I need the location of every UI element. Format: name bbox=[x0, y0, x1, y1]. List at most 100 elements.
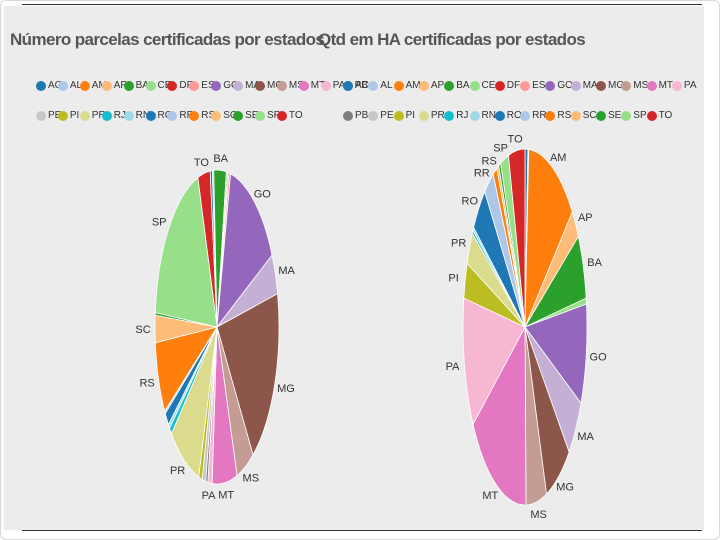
legend-label: SP bbox=[267, 110, 281, 121]
legend-item-am[interactable]: AM bbox=[393, 80, 421, 91]
legend-item-ro[interactable]: RO bbox=[494, 110, 522, 121]
legend-label: AL bbox=[69, 80, 83, 91]
legend-swatch bbox=[368, 110, 379, 121]
legend-item-pr[interactable]: PR bbox=[79, 110, 106, 121]
legend-item-ac[interactable]: AC bbox=[36, 80, 62, 91]
legend-item-sp[interactable]: SP bbox=[621, 110, 647, 121]
legend-item-ba[interactable]: BA bbox=[123, 80, 149, 91]
pie-slice-go[interactable] bbox=[524, 303, 588, 405]
legend-swatch bbox=[211, 110, 222, 121]
legend-swatch bbox=[167, 80, 178, 91]
pie-slice-sp[interactable] bbox=[154, 176, 218, 328]
legend-label: RN bbox=[135, 110, 151, 121]
legend-item-rj[interactable]: RJ bbox=[444, 110, 468, 121]
legend-item-ce[interactable]: CE bbox=[145, 80, 171, 91]
legend-item-es[interactable]: ES bbox=[189, 80, 215, 91]
legend-item-es[interactable]: ES bbox=[520, 80, 545, 91]
slice-label-ma: MA bbox=[278, 265, 295, 277]
legend-item-ap[interactable]: AP bbox=[101, 80, 127, 91]
legend-item-am[interactable]: AM bbox=[79, 80, 107, 91]
legend-item-ac[interactable]: AC bbox=[343, 80, 369, 91]
legend-label: SC bbox=[582, 110, 597, 121]
legend-item-al[interactable]: AL bbox=[368, 80, 393, 91]
legend-item-df[interactable]: DF bbox=[167, 80, 193, 91]
legend-swatch bbox=[520, 80, 531, 91]
legend-label: PA bbox=[683, 80, 697, 91]
legend-item-ce[interactable]: CE bbox=[469, 80, 495, 91]
legend-item-rr[interactable]: RR bbox=[167, 110, 194, 121]
legend-swatch bbox=[79, 80, 90, 91]
legend-swatch bbox=[545, 110, 556, 121]
legend-item-to[interactable]: TO bbox=[276, 110, 303, 121]
legend-item-ba[interactable]: BA bbox=[444, 80, 470, 91]
legend-item-mg[interactable]: MG bbox=[255, 80, 283, 91]
pie-slice-mt[interactable] bbox=[472, 326, 527, 506]
legend-label: MA bbox=[582, 80, 598, 91]
legend-item-se[interactable]: SE bbox=[596, 110, 621, 121]
legend-label: SE bbox=[245, 110, 259, 121]
pie-slice-am[interactable] bbox=[524, 148, 573, 328]
pie-slice-go[interactable] bbox=[216, 173, 273, 329]
legend-item-pb[interactable]: PB bbox=[343, 110, 368, 121]
legend-item-to[interactable]: TO bbox=[646, 110, 672, 121]
legend-item-ms[interactable]: MS bbox=[621, 80, 648, 91]
legend-item-ma[interactable]: MA bbox=[570, 80, 598, 91]
legend-label: MS bbox=[633, 80, 649, 91]
legend-item-pa[interactable]: PA bbox=[671, 80, 697, 91]
legend-label: MG bbox=[267, 80, 284, 91]
legend-item-pe[interactable]: PE bbox=[36, 110, 61, 121]
legend-label: PB bbox=[355, 110, 369, 121]
dashboard-panel bbox=[4, 6, 704, 530]
legend-label: MG bbox=[608, 80, 625, 91]
legend-item-pa[interactable]: PA bbox=[320, 80, 345, 91]
legend-swatch bbox=[343, 80, 353, 91]
legend-item-pe[interactable]: PE bbox=[368, 110, 394, 121]
legend-item-mg[interactable]: MG bbox=[596, 80, 624, 91]
legend-item-ap[interactable]: AP bbox=[418, 80, 444, 91]
slice-label-go: GO bbox=[590, 352, 608, 364]
legend-item-df[interactable]: DF bbox=[494, 80, 520, 91]
legend-item-rn[interactable]: RN bbox=[469, 110, 496, 121]
pie-slice-to[interactable] bbox=[508, 148, 526, 328]
legend-label: PB bbox=[354, 80, 368, 91]
legend-item-sc[interactable]: SC bbox=[211, 110, 237, 121]
legend-item-pi[interactable]: PI bbox=[393, 110, 415, 121]
legend-item-ms[interactable]: MS bbox=[276, 80, 304, 91]
legend-item-se[interactable]: SE bbox=[233, 110, 258, 121]
legend-item-pi[interactable]: PI bbox=[57, 110, 79, 121]
slice-label-ba: BA bbox=[587, 257, 602, 269]
legend-item-rs[interactable]: RS bbox=[545, 110, 571, 121]
legend-item-rs[interactable]: RS bbox=[189, 110, 215, 121]
legend-item-sc[interactable]: SC bbox=[570, 110, 597, 121]
legend-item-rr[interactable]: RR bbox=[520, 110, 547, 121]
legend-item-go[interactable]: GO bbox=[545, 80, 573, 91]
legend-swatch bbox=[570, 110, 581, 121]
legend-item-mt[interactable]: MT bbox=[646, 80, 673, 91]
legend-item-pr[interactable]: PR bbox=[418, 110, 445, 121]
legend-label: RO bbox=[157, 110, 173, 121]
legend-item-rj[interactable]: RJ bbox=[101, 110, 126, 121]
legend-label: MS bbox=[288, 80, 304, 91]
slice-label-mt: MT bbox=[482, 490, 498, 502]
legend-label: RN bbox=[481, 110, 496, 121]
slice-label-ap: AP bbox=[578, 212, 593, 224]
legend-swatch bbox=[276, 80, 287, 91]
legend-item-rn[interactable]: RN bbox=[123, 110, 151, 121]
legend-item-al[interactable]: AL bbox=[57, 80, 83, 91]
legend-swatch bbox=[233, 110, 244, 121]
legend-item-ma[interactable]: MA bbox=[233, 80, 260, 91]
legend-swatch bbox=[320, 80, 331, 91]
pie-slice-mg[interactable] bbox=[216, 293, 280, 456]
legend-label: RS bbox=[201, 110, 216, 121]
pie-slice-pa[interactable] bbox=[462, 297, 526, 426]
slice-label-pa: PA bbox=[202, 490, 217, 502]
legend-label: PR bbox=[91, 110, 106, 121]
legend-item-sp[interactable]: SP bbox=[255, 110, 280, 121]
legend-item-go[interactable]: GO bbox=[211, 80, 239, 91]
legend-item-ro[interactable]: RO bbox=[145, 110, 173, 121]
legend-label: SP bbox=[633, 110, 647, 121]
legend-swatch bbox=[368, 80, 379, 91]
legend-item-mt[interactable]: MT bbox=[298, 80, 325, 91]
slice-label-pr: PR bbox=[451, 238, 466, 250]
legend-swatch bbox=[545, 80, 556, 91]
